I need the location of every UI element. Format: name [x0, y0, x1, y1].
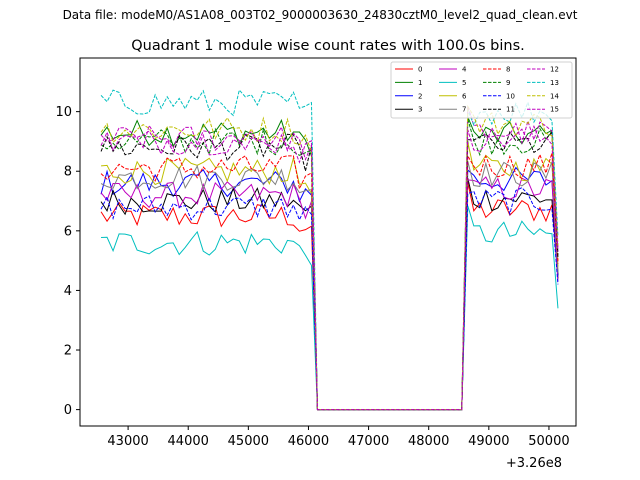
- series-line-7: [100, 161, 559, 411]
- x-tick-label: 46000: [288, 434, 329, 449]
- x-tick-label: 50000: [528, 434, 569, 449]
- plot-lines: [100, 89, 559, 411]
- series-line-15: [100, 124, 559, 411]
- y-tick-label: 2: [64, 344, 72, 359]
- legend-label-11: 11: [506, 106, 515, 114]
- x-tick-label: 49000: [468, 434, 509, 449]
- series-line-8: [100, 152, 559, 411]
- y-tick-label: 8: [64, 165, 72, 180]
- series-line-9: [100, 118, 559, 411]
- legend-label-7: 7: [462, 106, 466, 114]
- plot-frame: [79, 57, 577, 427]
- series-line-13: [100, 89, 559, 411]
- x-tick-label: 44000: [168, 434, 209, 449]
- series-line-11: [100, 130, 559, 411]
- series-line-14: [100, 104, 559, 411]
- y-tick-label: 4: [64, 284, 72, 299]
- series-line-5: [101, 205, 559, 411]
- legend-label-2: 2: [418, 92, 422, 100]
- x-tick-label: 43000: [107, 434, 148, 449]
- legend-label-14: 14: [550, 92, 559, 100]
- series-line-10: [100, 187, 559, 411]
- legend-label-1: 1: [418, 79, 422, 87]
- legend-label-6: 6: [462, 92, 467, 100]
- legend-label-8: 8: [506, 66, 510, 74]
- y-tick-label: 6: [64, 224, 72, 239]
- chart-title: Quadrant 1 module wise count rates with …: [131, 38, 525, 54]
- legend-label-0: 0: [418, 66, 422, 74]
- legend-label-15: 15: [550, 106, 559, 114]
- figure-suptitle: Data file: modeM0/AS1A08_003T02_90000036…: [62, 8, 578, 22]
- series-line-0: [100, 182, 559, 411]
- x-axis-offset-label: +3.26e8: [506, 456, 562, 471]
- x-axis: 43000 44000 45000 46000 47000 48000 49000 50000: [107, 426, 570, 449]
- legend-label-13: 13: [550, 79, 559, 87]
- legend-label-12: 12: [550, 66, 559, 74]
- legend-label-3: 3: [418, 106, 422, 114]
- legend-label-5: 5: [462, 79, 466, 87]
- x-tick-label: 47000: [348, 434, 389, 449]
- x-tick-label: 48000: [408, 434, 449, 449]
- series-line-3: [100, 178, 559, 411]
- series-line-6: [101, 141, 559, 411]
- series-line-4: [100, 176, 559, 411]
- y-tick-label: 10: [55, 105, 72, 120]
- x-tick-label: 45000: [228, 434, 269, 449]
- y-tick-label: 0: [64, 403, 72, 418]
- legend-box: [390, 61, 573, 119]
- legend-label-10: 10: [506, 92, 515, 100]
- legend-label-4: 4: [462, 66, 467, 74]
- y-axis: 0 2 4 6 8 10: [55, 105, 80, 418]
- series-line-12: [100, 105, 559, 411]
- legend-label-9: 9: [506, 79, 510, 87]
